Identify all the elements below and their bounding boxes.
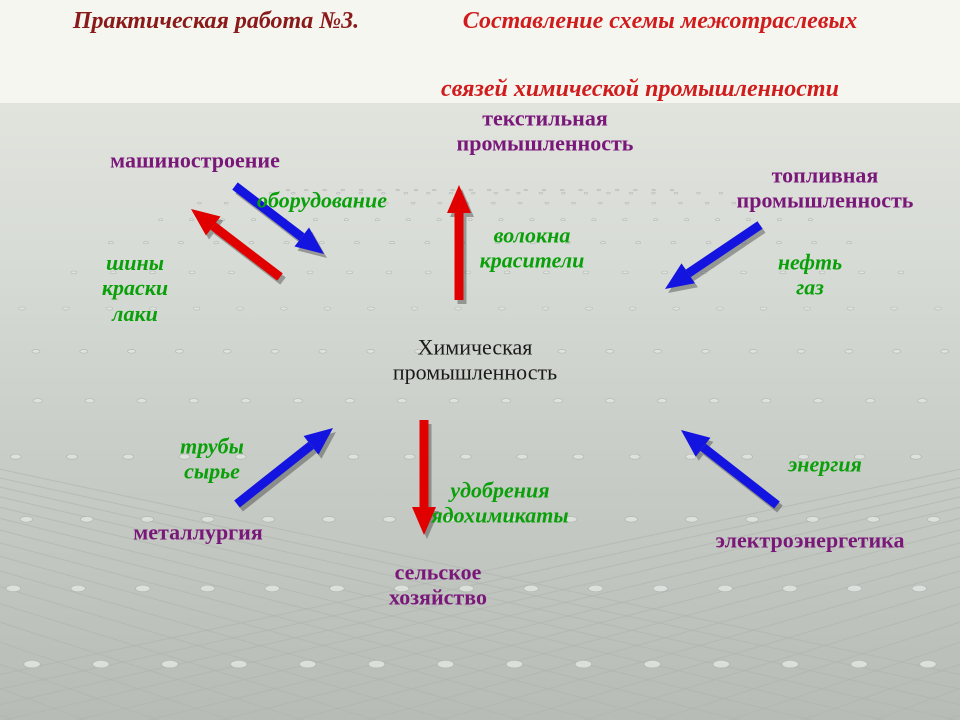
center-label: Химическая промышленность <box>393 335 557 386</box>
flow-oborudovanie: оборудование <box>257 187 387 212</box>
title-part3: связей химической промышленности <box>441 76 839 104</box>
industry-metallurgiya: металлургия <box>133 519 263 544</box>
title-part2: Составление схемы межотраслевых <box>463 8 857 36</box>
industry-elektroenergetika: электроэнергетика <box>716 527 905 552</box>
flow-neft: нефть газ <box>778 250 842 301</box>
flow-volokna: волокна красители <box>480 223 585 274</box>
industry-toplivnaya: топливная промышленность <box>737 163 914 214</box>
flow-udobreniya: удобрения ядохимикаты <box>431 478 568 529</box>
industry-tekstilnaya: текстильная промышленность <box>457 106 634 157</box>
title-part1: Практическая работа №3. <box>73 8 359 36</box>
flow-truby: трубы сырье <box>180 434 244 485</box>
industry-selskoe: сельское хозяйство <box>389 560 487 611</box>
diagram-stage: Практическая работа №3. Составление схемы… <box>0 0 960 720</box>
flow-energiya: энергия <box>788 451 862 476</box>
industry-mashinostroenie: машиностроение <box>110 147 280 172</box>
flow-shiny: шины краски лаки <box>102 250 168 326</box>
